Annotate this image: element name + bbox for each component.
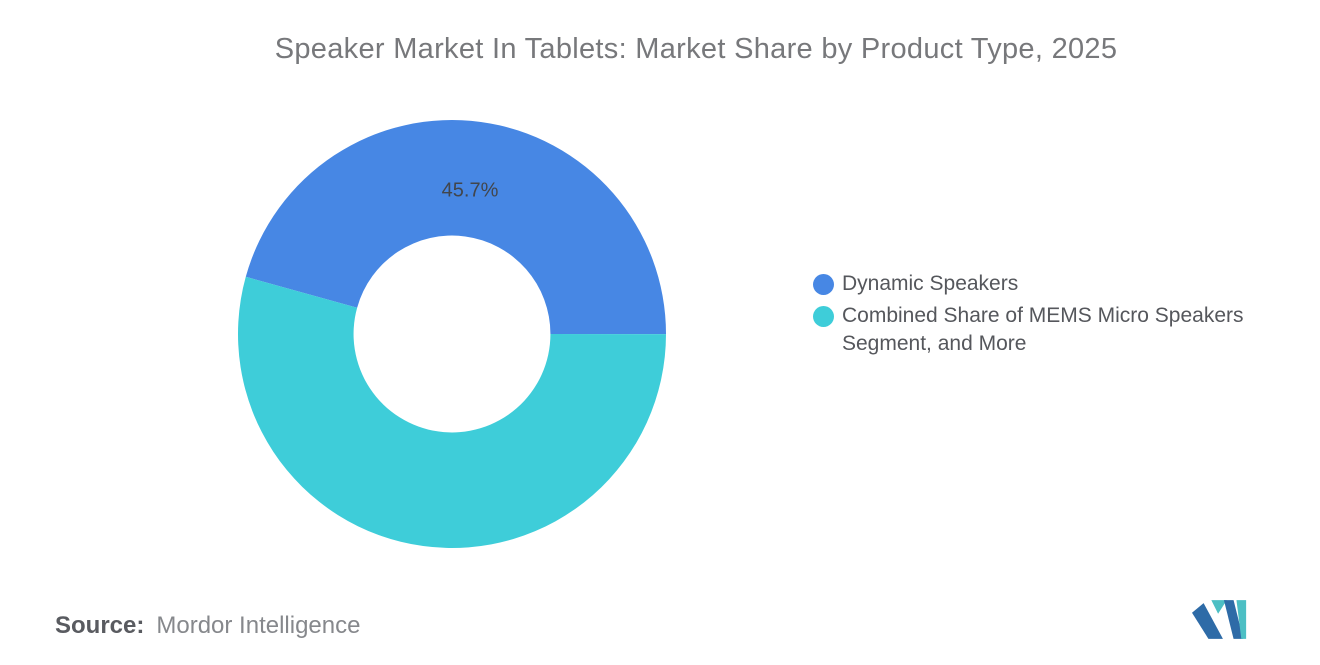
logo-middle-triangle-shape <box>1211 600 1227 614</box>
legend-marker-icon[interactable] <box>813 274 834 295</box>
legend-label: Combined Share of MEMS Micro Speakers Se… <box>842 304 1244 355</box>
source-line: Source: Mordor Intelligence <box>55 612 360 640</box>
legend-item-dynamic-speakers[interactable]: Dynamic Speakers <box>813 270 1292 298</box>
legend-marker-icon[interactable] <box>813 306 834 327</box>
source-value: Mordor Intelligence <box>156 612 361 639</box>
legend-label: Dynamic Speakers <box>842 272 1019 295</box>
slice-data-label: 45.7% <box>441 179 499 202</box>
logo-right-bar-shape <box>1223 600 1244 639</box>
legend-item-mems-micro-speakers-and-more[interactable]: Combined Share of MEMS Micro Speakers Se… <box>813 302 1292 358</box>
logo-right-column-shape <box>1236 600 1247 639</box>
mordor-intelligence-logo <box>1192 600 1247 639</box>
donut-slice-mems-micro-speakers-and-more[interactable] <box>238 276 666 548</box>
chart-title: Speaker Market In Tablets: Market Share … <box>274 33 1118 65</box>
donut-slice-dynamic-speakers[interactable] <box>245 119 666 335</box>
logo-left-bar-shape <box>1192 603 1223 639</box>
legend: Dynamic Speakers Combined Share of MEMS M… <box>813 270 1292 358</box>
source-label: Source: <box>55 612 145 639</box>
